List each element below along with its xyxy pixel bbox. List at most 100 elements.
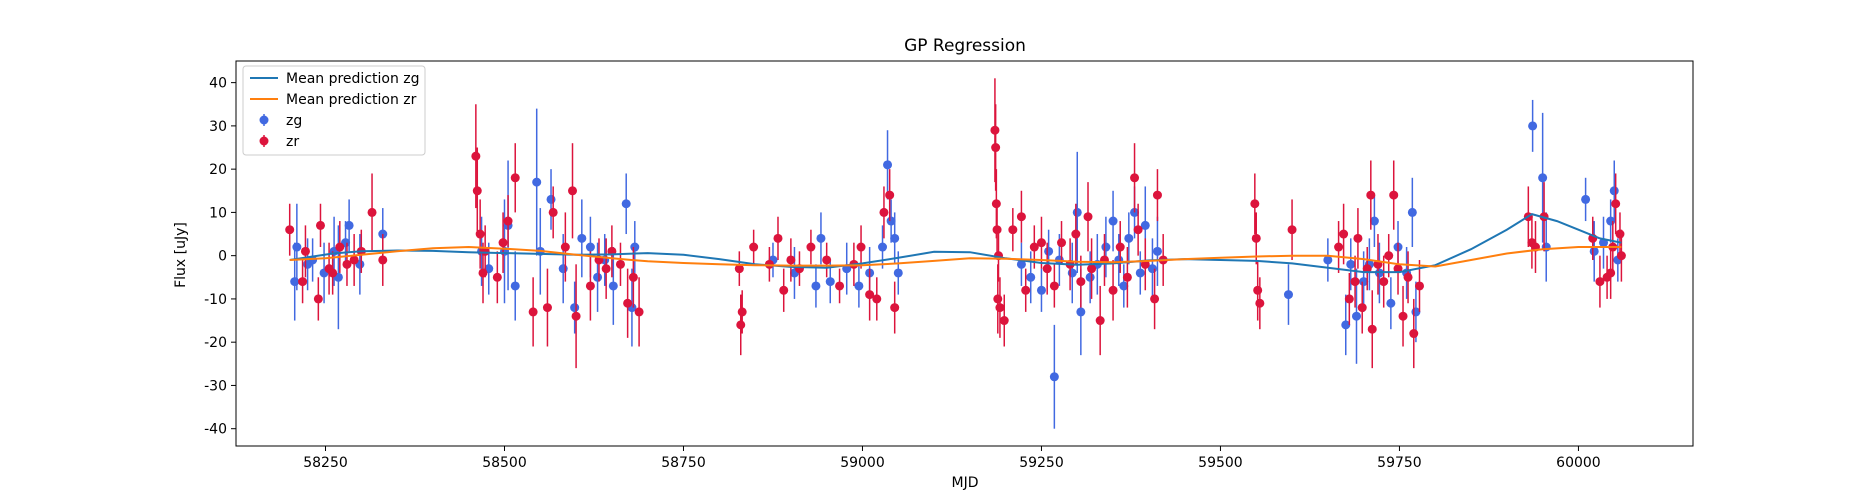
point-zr: [856, 242, 866, 252]
x-tick-label: 59500: [1198, 455, 1243, 471]
x-tick-label: 59750: [1377, 455, 1422, 471]
point-zr: [1403, 272, 1413, 282]
point-zr: [872, 294, 882, 304]
point-zr: [560, 242, 570, 252]
point-zr: [890, 303, 900, 313]
point-zr: [1251, 233, 1261, 243]
point-zr: [786, 255, 796, 265]
legend-label-zr-points: zr: [286, 134, 299, 150]
point-zg: [1369, 216, 1379, 226]
point-zg: [1135, 268, 1145, 278]
point-zr: [1152, 190, 1162, 200]
point-zr: [510, 173, 520, 183]
point-zr: [1398, 311, 1408, 321]
point-zg: [1386, 298, 1396, 308]
point-zr: [1122, 272, 1132, 282]
x-tick-label: 60000: [1556, 455, 1601, 471]
point-zg: [1589, 246, 1599, 256]
point-zr: [623, 298, 633, 308]
legend-label-zr-line: Mean prediction zr: [286, 92, 417, 108]
y-tick-label: 0: [218, 249, 227, 265]
x-tick-label: 58750: [661, 455, 706, 471]
point-zg: [878, 242, 888, 252]
point-zg: [1528, 121, 1538, 131]
point-zr: [378, 255, 388, 265]
point-zr: [313, 294, 323, 304]
point-zg: [630, 242, 640, 252]
point-zg: [1359, 277, 1369, 287]
point-zg: [608, 281, 618, 291]
point-zg: [1067, 268, 1077, 278]
line-mean-prediction-zr: [289, 245, 1622, 268]
point-zr: [995, 303, 1005, 313]
point-zr: [542, 303, 552, 313]
legend-zr-marker: [259, 136, 269, 146]
point-zr: [1253, 285, 1263, 295]
point-zg: [292, 242, 302, 252]
y-tick-label: -20: [204, 335, 227, 351]
point-zr: [568, 186, 578, 196]
point-zg: [1119, 281, 1129, 291]
point-zr: [734, 264, 744, 274]
legend-zg-marker: [259, 115, 269, 125]
chart-title: GP Regression: [904, 36, 1026, 56]
point-zr: [571, 311, 581, 321]
point-zg: [816, 233, 826, 243]
series-layer: [285, 78, 1626, 429]
point-zg: [1101, 242, 1111, 252]
point-zr: [471, 151, 481, 161]
point-zg: [1026, 272, 1036, 282]
point-zg: [1341, 320, 1351, 330]
point-zg: [290, 277, 300, 287]
point-zr: [1287, 225, 1297, 235]
point-zr: [475, 229, 485, 239]
point-zg: [570, 303, 580, 313]
point-zr: [885, 190, 895, 200]
point-zr: [1095, 316, 1105, 326]
y-tick-label: 30: [209, 119, 227, 135]
point-zr: [328, 268, 338, 278]
point-zg: [593, 272, 603, 282]
point-zg: [558, 264, 568, 274]
point-zr: [601, 264, 611, 274]
point-zr: [1367, 324, 1377, 334]
point-zr: [1071, 229, 1081, 239]
point-zg: [1283, 290, 1293, 300]
point-zr: [342, 259, 352, 269]
point-zr: [1339, 229, 1349, 239]
point-zr: [335, 242, 345, 252]
point-zr: [835, 281, 845, 291]
point-zg: [1124, 233, 1134, 243]
point-zr: [1115, 242, 1125, 252]
y-axis-label: Flux [uJy]: [173, 222, 189, 288]
point-zr: [298, 277, 308, 287]
point-zg: [1538, 173, 1548, 183]
point-zr: [1344, 294, 1354, 304]
point-zr: [1353, 233, 1363, 243]
point-zg: [1049, 372, 1059, 382]
point-zr: [503, 216, 513, 226]
point-zg: [811, 281, 821, 291]
y-tick-label: -10: [204, 292, 227, 308]
point-zr: [1379, 277, 1389, 287]
point-zr: [749, 242, 759, 252]
point-zr: [1076, 277, 1086, 287]
point-zg: [1044, 246, 1054, 256]
legend-label-zg-line: Mean prediction zg: [286, 71, 420, 87]
point-zg: [546, 194, 556, 204]
point-zr: [779, 285, 789, 295]
point-zg: [1076, 307, 1086, 317]
point-zr: [1616, 251, 1626, 261]
point-zr: [367, 207, 377, 217]
point-zr: [1083, 212, 1093, 222]
point-zr: [1350, 277, 1360, 287]
point-zr: [628, 272, 638, 282]
point-zg: [883, 160, 893, 170]
point-zr: [1606, 268, 1616, 278]
point-zg: [532, 177, 542, 187]
x-axis: 58250 58500 58750 59000 59250 59500 59750 60000: [303, 446, 1601, 471]
point-zg: [1407, 207, 1417, 217]
point-zr: [1250, 199, 1260, 209]
point-zg: [854, 281, 864, 291]
